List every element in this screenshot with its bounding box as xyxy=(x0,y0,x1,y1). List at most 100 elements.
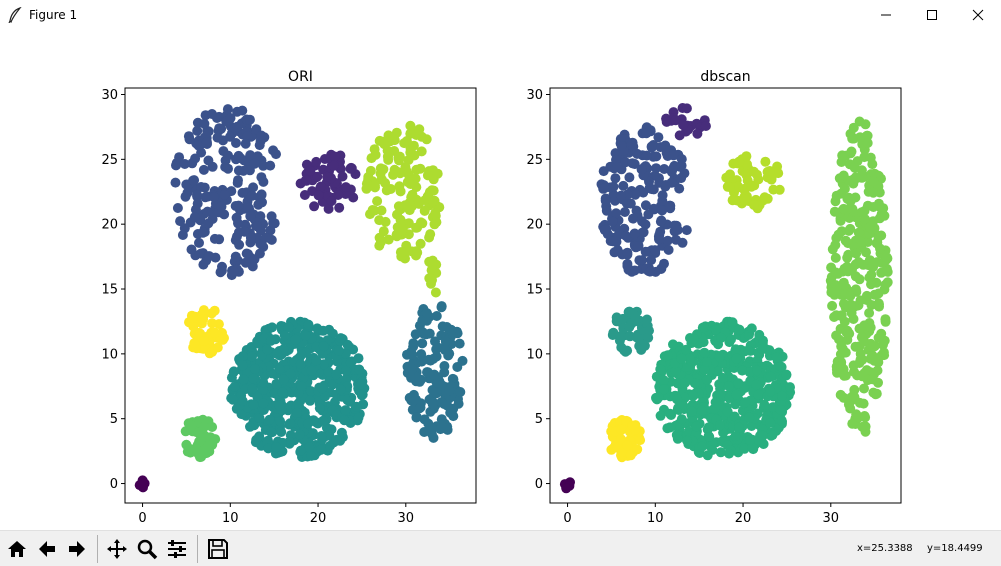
data-point xyxy=(829,312,840,322)
cluster-2 xyxy=(721,151,785,214)
data-point xyxy=(305,386,316,397)
data-point xyxy=(353,412,364,423)
data-point xyxy=(616,331,626,341)
data-point xyxy=(296,381,307,392)
back-button[interactable] xyxy=(33,535,61,563)
data-point xyxy=(187,158,198,169)
data-point xyxy=(415,238,426,249)
home-button[interactable] xyxy=(3,535,31,563)
x-tick-label: 20 xyxy=(310,511,327,526)
data-point xyxy=(862,138,873,148)
data-point xyxy=(687,406,697,417)
data-point xyxy=(847,133,858,144)
data-point xyxy=(616,190,627,201)
data-point xyxy=(256,189,267,200)
data-point xyxy=(419,414,430,425)
data-point xyxy=(267,322,278,333)
close-button[interactable] xyxy=(955,0,1001,30)
data-point xyxy=(179,159,190,169)
data-point xyxy=(628,213,638,224)
data-point xyxy=(389,135,400,146)
cluster-6 xyxy=(606,415,646,463)
data-point xyxy=(658,375,669,386)
data-point xyxy=(200,431,211,442)
data-point xyxy=(271,348,282,359)
data-point xyxy=(836,157,847,167)
data-point xyxy=(258,160,269,171)
data-point xyxy=(771,352,782,363)
data-point xyxy=(869,355,880,366)
data-point xyxy=(640,219,651,230)
data-point xyxy=(188,175,199,186)
data-point xyxy=(622,345,633,356)
data-point xyxy=(723,381,734,392)
data-point xyxy=(655,142,666,153)
y-tick-label: 10 xyxy=(526,347,543,362)
data-point xyxy=(271,149,281,160)
data-point xyxy=(432,342,443,353)
data-point xyxy=(640,200,651,211)
data-point xyxy=(172,203,183,213)
data-point xyxy=(428,353,439,364)
data-point xyxy=(766,174,777,185)
data-point xyxy=(315,181,326,192)
data-point xyxy=(244,114,255,125)
data-point xyxy=(864,222,875,233)
data-point xyxy=(240,257,251,268)
data-point xyxy=(851,248,862,259)
axes-0: ORI 0 10 20 30 0 5 10 15 20 25 30 xyxy=(101,69,477,526)
pan-button[interactable] xyxy=(103,535,131,563)
data-point xyxy=(207,109,217,119)
data-point xyxy=(616,424,627,435)
data-point xyxy=(760,156,771,167)
maximize-button[interactable] xyxy=(909,0,955,30)
data-point xyxy=(608,328,619,339)
data-point xyxy=(703,422,714,433)
cluster-3 xyxy=(825,116,893,437)
figure-canvas[interactable]: ORI 0 10 20 30 0 5 10 15 20 25 30 dbscan 0 10 20 30 0 5 10 1… xyxy=(0,30,1001,530)
data-point xyxy=(662,235,673,246)
data-point xyxy=(252,221,262,232)
data-point xyxy=(616,140,627,151)
data-point xyxy=(743,345,754,356)
data-point xyxy=(681,344,692,355)
data-point xyxy=(345,358,356,369)
save-button[interactable] xyxy=(204,535,232,563)
zoom-button[interactable] xyxy=(133,535,161,563)
data-point xyxy=(248,373,259,384)
data-point xyxy=(342,339,353,350)
data-point xyxy=(737,365,748,376)
data-point xyxy=(668,150,679,161)
data-point xyxy=(300,330,311,341)
data-point xyxy=(311,156,322,167)
data-point xyxy=(290,334,301,345)
data-point xyxy=(853,227,864,238)
data-point xyxy=(611,154,621,165)
data-point xyxy=(637,255,648,266)
data-point xyxy=(854,358,865,368)
data-point xyxy=(199,421,210,432)
forward-button[interactable] xyxy=(63,535,91,563)
data-point xyxy=(742,159,752,170)
data-point xyxy=(209,327,220,338)
data-point xyxy=(254,248,265,259)
data-point xyxy=(188,321,199,332)
data-point xyxy=(199,182,210,193)
configure-subplots-button[interactable] xyxy=(163,535,191,563)
data-point xyxy=(415,402,426,413)
data-point xyxy=(233,175,243,186)
cursor-x-readout: x=25.3388 xyxy=(857,543,913,554)
data-point xyxy=(428,196,439,207)
data-point xyxy=(323,203,334,214)
data-point xyxy=(616,434,626,445)
data-point xyxy=(317,383,328,394)
data-point xyxy=(278,374,289,385)
data-point xyxy=(348,192,359,203)
data-point xyxy=(421,134,432,145)
minimize-button[interactable] xyxy=(863,0,909,30)
back-arrow-icon xyxy=(39,541,55,557)
data-point xyxy=(850,192,861,203)
data-point xyxy=(182,446,193,457)
data-point xyxy=(299,190,310,200)
data-point xyxy=(734,422,744,433)
